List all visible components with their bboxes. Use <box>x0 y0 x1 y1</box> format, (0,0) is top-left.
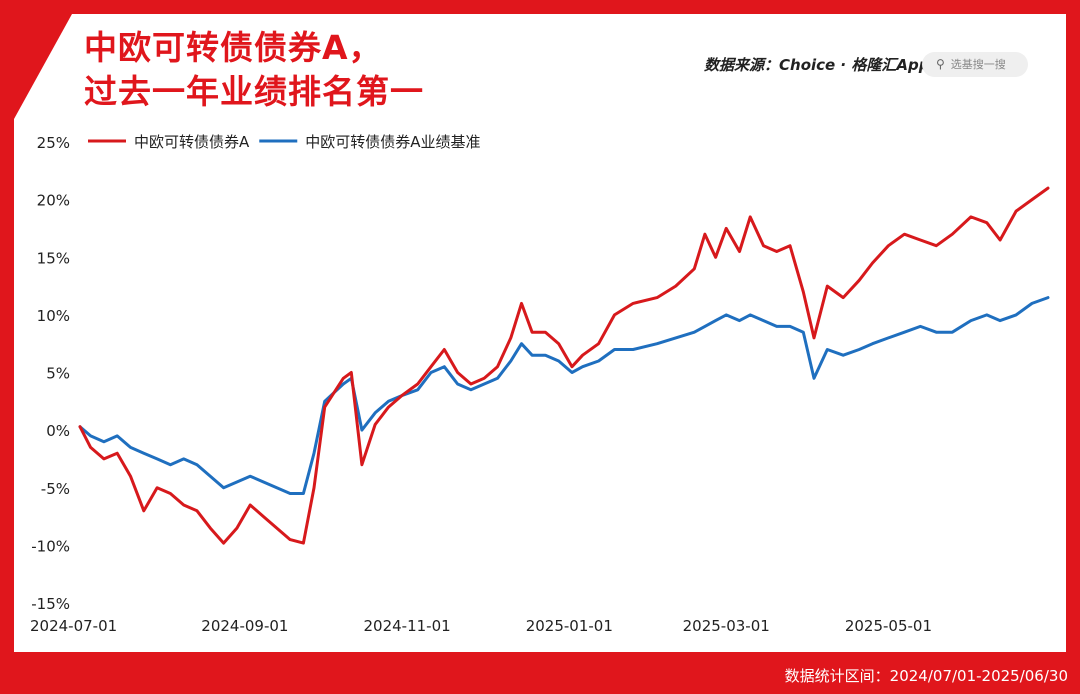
x-tick-label: 2024-07-01 <box>30 617 117 635</box>
legend-label: 中欧可转债债券A <box>134 133 250 151</box>
y-tick-label: 25% <box>37 134 70 152</box>
y-tick-label: 10% <box>37 307 70 325</box>
chart-card: 中欧可转债债券A， 过去一年业绩排名第一 数据来源：Choice · 格隆汇Ap… <box>14 14 1066 652</box>
headline: 中欧可转债债券A， 过去一年业绩排名第一 <box>84 26 424 114</box>
search-icon: ⚲ <box>936 57 945 71</box>
fund-search-box[interactable]: ⚲ 选基搜一搜 <box>922 52 1028 77</box>
x-tick-label: 2025-03-01 <box>683 617 770 635</box>
y-tick-label: 5% <box>46 365 70 383</box>
date-range-footer: 数据统计区间：2024/07/01-2025/06/30 <box>784 667 1068 685</box>
search-placeholder: 选基搜一搜 <box>950 58 1006 71</box>
series-line <box>78 186 1050 545</box>
y-tick-label: 15% <box>37 249 70 267</box>
data-source-label: 数据来源：Choice · 格隆汇App <box>704 56 930 74</box>
x-tick-label: 2024-09-01 <box>201 617 288 635</box>
y-tick-label: -15% <box>31 595 70 613</box>
x-tick-label: 2025-05-01 <box>845 617 932 635</box>
y-tick-label: -5% <box>41 480 70 498</box>
legend-label: 中欧可转债债券A业绩基准 <box>305 133 480 151</box>
y-tick-label: -10% <box>31 537 70 555</box>
headline-line-1: 中欧可转债债券A， <box>84 28 383 67</box>
x-tick-label: 2025-01-01 <box>526 617 613 635</box>
headline-line-2: 过去一年业绩排名第一 <box>84 72 424 111</box>
x-tick-label: 2024-11-01 <box>364 617 451 635</box>
y-tick-label: 20% <box>37 192 70 210</box>
y-tick-label: 0% <box>46 422 70 440</box>
series-line <box>78 296 1050 495</box>
corner-accent <box>14 14 72 119</box>
